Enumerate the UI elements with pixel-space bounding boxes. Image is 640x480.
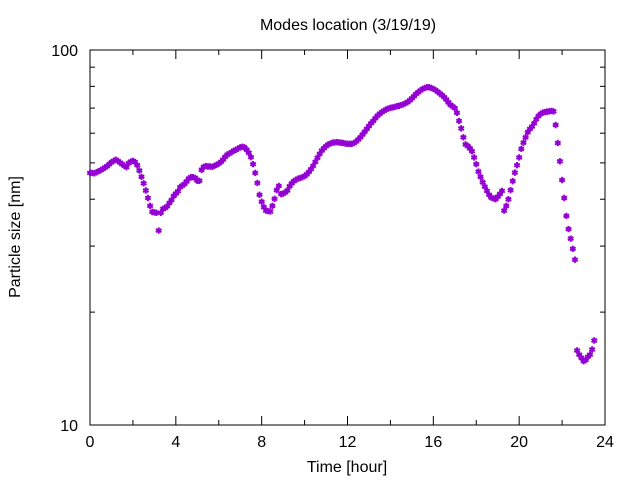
data-point	[563, 212, 570, 220]
data-point	[136, 167, 143, 174]
data-point	[470, 154, 478, 161]
y-tick-label: 10	[60, 418, 78, 435]
data-point	[271, 195, 278, 203]
data-point	[455, 117, 463, 125]
data-point	[196, 177, 203, 184]
data-point	[500, 207, 508, 214]
data-point	[258, 198, 265, 205]
data-point	[590, 337, 598, 344]
data-point	[515, 154, 523, 161]
data-point	[571, 256, 579, 263]
data-point	[155, 227, 162, 234]
data-point	[513, 161, 521, 169]
data-point	[138, 173, 145, 181]
y-tick-label: 100	[51, 43, 78, 60]
data-point	[266, 208, 274, 215]
data-point	[586, 351, 594, 358]
data-point	[505, 196, 512, 203]
data-point	[507, 186, 514, 194]
data-point	[140, 180, 147, 187]
data-point	[588, 346, 596, 353]
data-point	[472, 160, 480, 168]
data-point	[498, 187, 506, 195]
data-point	[249, 160, 257, 168]
x-tick-label: 0	[86, 434, 95, 451]
data-point	[142, 187, 150, 194]
data-point	[550, 108, 557, 115]
data-point	[522, 134, 529, 141]
data-point	[457, 125, 465, 132]
data-point	[460, 134, 467, 141]
data-point	[554, 139, 562, 147]
data-point	[247, 153, 255, 161]
data-point	[552, 121, 559, 129]
data-point	[275, 182, 283, 190]
data-point	[146, 202, 154, 210]
data-point	[518, 145, 525, 153]
data-points	[87, 84, 598, 365]
data-point	[511, 169, 519, 176]
data-point	[558, 176, 566, 184]
tick-labels: 0 4 8 12 16 20 24 10 100	[51, 43, 614, 451]
data-point	[269, 202, 276, 210]
x-tick-label: 12	[339, 434, 357, 451]
data-point	[565, 225, 572, 233]
data-point	[569, 245, 577, 253]
x-tick-label: 16	[424, 434, 442, 451]
data-point	[254, 179, 261, 187]
data-point	[133, 161, 141, 169]
data-point	[453, 109, 461, 117]
x-tick-label: 4	[171, 434, 180, 451]
data-point	[251, 169, 259, 177]
x-axis-label: Time [hour]	[307, 459, 387, 476]
data-point	[556, 158, 564, 165]
data-point	[451, 104, 459, 112]
data-point	[477, 173, 484, 181]
data-point	[468, 148, 476, 155]
x-tick-label: 8	[257, 434, 266, 451]
chart-title: Modes location (3/19/19)	[260, 17, 436, 34]
plot-frame	[89, 49, 606, 426]
x-tick-label: 24	[596, 434, 614, 451]
data-point	[144, 194, 152, 202]
data-point	[503, 202, 510, 210]
y-axis-label: Particle size [nm]	[7, 176, 24, 298]
data-point	[256, 191, 263, 199]
axis-ticks	[89, 49, 606, 426]
data-point	[560, 194, 568, 202]
data-point	[520, 139, 527, 146]
data-point	[567, 235, 574, 242]
data-point	[475, 168, 482, 175]
x-tick-label: 20	[510, 434, 528, 451]
data-point	[509, 177, 517, 185]
